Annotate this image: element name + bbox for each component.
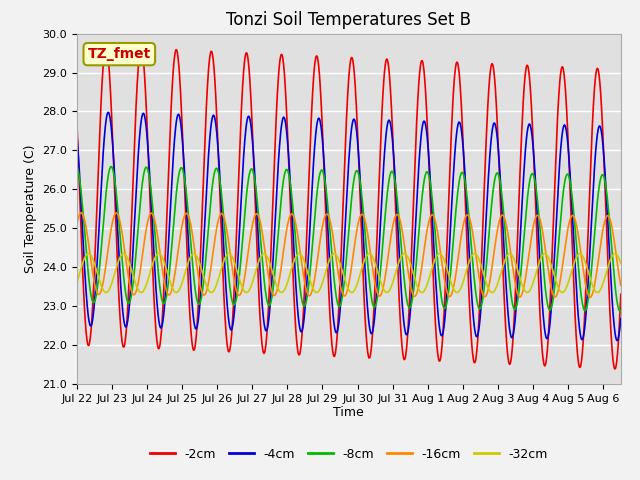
-32cm <box>73 280 81 286</box>
-32cm <box>593 289 601 295</box>
Title: Tonzi Soil Temperatures Set B: Tonzi Soil Temperatures Set B <box>227 11 471 29</box>
-4cm <box>280 114 287 120</box>
-16cm <box>280 248 287 254</box>
-32cm <box>171 288 179 294</box>
-8cm <box>181 180 189 185</box>
-4cm <box>545 328 553 334</box>
-2cm <box>611 366 619 372</box>
-16cm <box>77 210 85 216</box>
-4cm <box>230 312 238 317</box>
-16cm <box>230 277 238 283</box>
Line: -16cm: -16cm <box>77 213 621 297</box>
-8cm <box>280 177 287 183</box>
-32cm <box>181 271 189 277</box>
-2cm <box>485 87 493 93</box>
Line: -32cm: -32cm <box>77 253 621 292</box>
-16cm <box>545 274 553 279</box>
-8cm <box>171 206 179 212</box>
Text: TZ_fmet: TZ_fmet <box>88 47 151 61</box>
-32cm <box>617 261 625 266</box>
Line: -4cm: -4cm <box>77 112 621 341</box>
-16cm <box>171 271 179 277</box>
-2cm <box>73 117 81 123</box>
-32cm <box>611 251 619 256</box>
-4cm <box>73 131 81 136</box>
-16cm <box>181 212 189 217</box>
-8cm <box>108 164 115 169</box>
-32cm <box>279 289 287 295</box>
-8cm <box>545 307 553 312</box>
-2cm <box>617 291 625 297</box>
-4cm <box>485 169 493 175</box>
Line: -8cm: -8cm <box>77 167 621 311</box>
Y-axis label: Soil Temperature (C): Soil Temperature (C) <box>24 144 36 273</box>
-2cm <box>280 61 287 67</box>
-32cm <box>484 286 492 291</box>
-2cm <box>181 199 189 205</box>
Legend: -2cm, -4cm, -8cm, -16cm, -32cm: -2cm, -4cm, -8cm, -16cm, -32cm <box>145 443 553 466</box>
-4cm <box>104 109 112 115</box>
Line: -2cm: -2cm <box>77 47 621 369</box>
-8cm <box>616 308 624 314</box>
-2cm <box>171 51 179 57</box>
-32cm <box>545 255 552 261</box>
X-axis label: Time: Time <box>333 407 364 420</box>
-16cm <box>73 222 81 228</box>
-4cm <box>613 338 621 344</box>
-8cm <box>73 164 81 169</box>
-16cm <box>485 284 493 290</box>
-8cm <box>230 302 238 308</box>
-8cm <box>617 308 625 313</box>
-16cm <box>586 294 594 300</box>
-4cm <box>617 316 625 322</box>
-4cm <box>181 179 189 185</box>
-2cm <box>230 288 238 294</box>
-2cm <box>102 44 110 49</box>
-8cm <box>485 235 493 240</box>
-2cm <box>545 320 553 326</box>
-32cm <box>230 258 237 264</box>
-16cm <box>617 283 625 288</box>
-4cm <box>171 132 179 138</box>
